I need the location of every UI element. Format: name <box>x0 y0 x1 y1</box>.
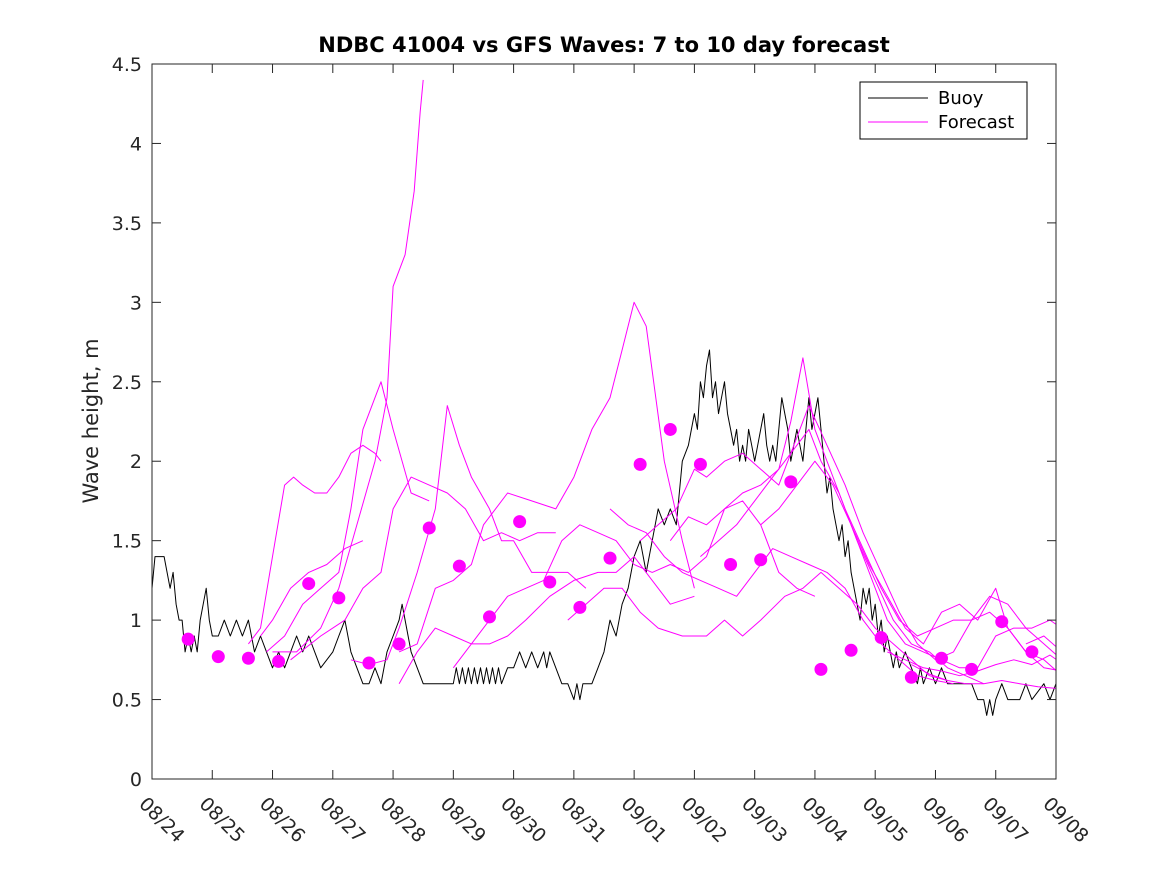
x-tick-label: 08/27 <box>315 793 369 847</box>
marker-layer <box>181 422 1039 684</box>
y-tick-label: 1 <box>130 610 142 632</box>
buoy-series-line <box>152 349 1056 716</box>
forecast-series-line <box>266 381 430 653</box>
x-tick-label: 09/01 <box>617 793 671 847</box>
legend: Buoy Forecast <box>859 81 1028 140</box>
x-tick-label: 08/28 <box>376 793 430 847</box>
forecast-marker <box>874 631 888 645</box>
forecast-marker <box>332 591 346 605</box>
forecast-series-line <box>911 664 1056 689</box>
forecast-marker <box>663 422 677 436</box>
y-tick-label: 4 <box>130 133 142 155</box>
forecast-series-line <box>887 651 1056 677</box>
legend-forecast-label: Forecast <box>938 112 1014 133</box>
forecast-series-line <box>669 357 1056 671</box>
forecast-marker <box>392 637 406 651</box>
y-tick-label: 0.5 <box>112 690 142 712</box>
x-tick-label: 09/04 <box>797 793 851 847</box>
forecast-marker <box>995 615 1009 629</box>
forecast-series-line <box>1025 635 1056 648</box>
x-tick-label: 09/05 <box>858 793 912 847</box>
x-tick-label: 08/24 <box>134 793 188 847</box>
forecast-marker <box>211 650 225 664</box>
forecast-series-line <box>350 405 587 666</box>
forecast-series-line <box>609 508 954 685</box>
forecast-marker <box>362 656 376 670</box>
y-tick-label: 3 <box>130 292 142 314</box>
forecast-marker <box>633 457 647 471</box>
x-tick-label: 09/03 <box>737 793 791 847</box>
forecast-series-line <box>272 79 424 653</box>
forecast-marker <box>814 662 828 676</box>
forecast-marker <box>754 553 768 567</box>
y-tick-label: 4.5 <box>112 54 142 76</box>
forecast-series-line <box>398 556 695 684</box>
series-layer <box>152 79 1056 716</box>
forecast-marker <box>693 457 707 471</box>
x-tick-label: 09/02 <box>677 793 731 847</box>
forecast-marker <box>904 670 918 684</box>
forecast-series-line <box>639 428 984 685</box>
x-tick-label: 09/08 <box>1038 793 1092 847</box>
forecast-marker <box>724 558 738 571</box>
chart-title: NDBC 41004 vs GFS Waves: 7 to 10 day for… <box>318 33 889 57</box>
x-axis-ticks: 08/24 08/25 08/26 08/27 08/28 08/29 08/30 08/31… <box>134 64 1093 847</box>
y-tick-label: 1.5 <box>112 531 142 553</box>
forecast-series-line <box>567 571 948 681</box>
x-tick-label: 08/31 <box>556 793 610 847</box>
forecast-marker <box>573 600 587 614</box>
plot-frame <box>151 63 1057 780</box>
forecast-marker <box>272 654 286 668</box>
forecast-marker <box>844 643 858 657</box>
forecast-marker <box>241 651 255 665</box>
x-tick-label: 08/30 <box>496 793 550 847</box>
x-tick-label: 09/06 <box>918 793 972 847</box>
forecast-marker <box>965 662 979 676</box>
x-tick-label: 08/29 <box>436 793 490 847</box>
y-axis-ticks: 0 0.5 1 1.5 2 2.5 3 3.5 4 4.5 <box>112 54 1056 791</box>
forecast-series-line <box>850 524 1056 669</box>
y-axis-label: Wave height, m <box>79 338 103 503</box>
forecast-series-line <box>260 540 364 637</box>
legend-box <box>859 81 1028 140</box>
forecast-marker <box>422 521 436 535</box>
y-tick-label: 0 <box>130 769 142 791</box>
y-tick-label: 2 <box>130 451 142 473</box>
forecast-series-line <box>398 301 695 653</box>
plot-area <box>151 63 1057 780</box>
forecast-marker <box>181 632 195 646</box>
x-tick-label: 08/26 <box>255 793 309 847</box>
forecast-series-line <box>290 476 556 661</box>
forecast-series-line <box>700 405 1056 661</box>
forecast-marker <box>1025 645 1039 659</box>
forecast-marker <box>784 475 798 489</box>
legend-buoy-label: Buoy <box>938 88 984 109</box>
x-tick-label: 09/07 <box>978 793 1032 847</box>
forecast-marker <box>482 610 496 624</box>
forecast-marker <box>543 575 557 589</box>
forecast-marker <box>302 577 316 591</box>
forecast-series-line <box>760 460 1056 672</box>
y-tick-label: 2.5 <box>112 372 142 394</box>
forecast-series-line <box>452 500 816 669</box>
forecast-marker <box>452 559 466 573</box>
forecast-series-line <box>248 444 382 645</box>
x-tick-label: 08/25 <box>195 793 249 847</box>
y-tick-label: 3.5 <box>112 213 142 235</box>
forecast-marker <box>513 515 527 529</box>
forecast-marker <box>934 651 948 665</box>
forecast-marker <box>603 551 617 565</box>
